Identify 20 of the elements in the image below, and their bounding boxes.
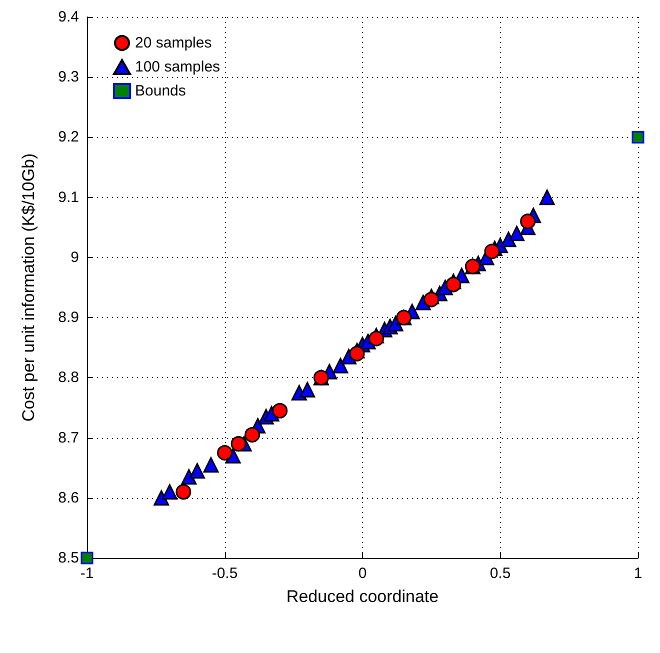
x-tick-label: 0 <box>358 565 367 582</box>
x-tick-label: 0.5 <box>490 565 511 582</box>
y-tick-label: 9.4 <box>58 8 79 26</box>
y-tick-label: 8.5 <box>58 550 79 566</box>
x-axis-title: Reduced coordinate <box>286 587 439 606</box>
legend-label: Bounds <box>135 82 186 100</box>
x-tick-label: -1 <box>80 565 94 582</box>
y-tick-label: 8.9 <box>58 309 79 326</box>
legend-label: 100 samples <box>135 58 220 76</box>
y-axis-title: Cost per unit information (K$/10Gb) <box>19 153 38 422</box>
legend-label: 20 samples <box>135 34 212 52</box>
y-tick-label: 9.3 <box>58 68 79 86</box>
y-tick-label: 8.6 <box>58 489 79 506</box>
x-tick-label: -0.5 <box>212 565 238 582</box>
y-tick-label: 9.1 <box>58 188 79 206</box>
y-tick-label: 8.7 <box>58 429 79 446</box>
y-tick-label: 8.8 <box>58 369 79 386</box>
y-tick-label: 9 <box>70 248 79 266</box>
y-tick-label: 9.2 <box>58 128 79 146</box>
x-tick-label: 1 <box>634 565 642 582</box>
